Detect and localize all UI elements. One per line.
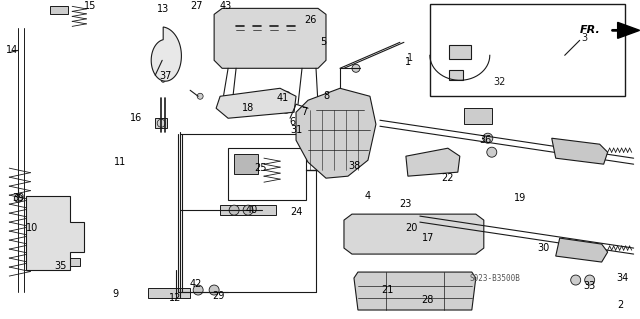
Text: 40: 40 <box>246 205 258 215</box>
Polygon shape <box>151 27 181 81</box>
Text: 30: 30 <box>538 243 550 253</box>
Text: 14: 14 <box>6 45 19 55</box>
Bar <box>449 70 463 80</box>
Text: 18: 18 <box>242 103 254 113</box>
Circle shape <box>352 64 360 72</box>
Text: 24: 24 <box>290 207 302 217</box>
Circle shape <box>255 46 260 51</box>
Circle shape <box>367 297 377 307</box>
Text: 7: 7 <box>301 107 307 117</box>
Text: 42: 42 <box>190 279 202 289</box>
Circle shape <box>571 275 580 285</box>
Text: 41: 41 <box>277 93 289 103</box>
Bar <box>52 258 80 266</box>
Text: 15: 15 <box>84 1 97 11</box>
Polygon shape <box>214 8 326 68</box>
Text: 34: 34 <box>616 273 628 283</box>
Text: 31: 31 <box>290 125 302 135</box>
Text: 29: 29 <box>212 291 224 301</box>
Bar <box>234 154 258 174</box>
Polygon shape <box>406 148 460 176</box>
Text: 13: 13 <box>157 4 170 14</box>
Circle shape <box>243 205 253 215</box>
Text: 1: 1 <box>407 53 413 63</box>
Polygon shape <box>216 88 296 118</box>
Text: 36: 36 <box>479 135 492 145</box>
Circle shape <box>276 46 280 51</box>
Polygon shape <box>552 138 607 164</box>
Text: 11: 11 <box>114 157 126 167</box>
Circle shape <box>585 275 595 285</box>
Circle shape <box>453 275 463 285</box>
Circle shape <box>422 294 434 306</box>
Text: 2: 2 <box>618 300 624 310</box>
Text: 38: 38 <box>348 161 360 171</box>
Circle shape <box>14 194 22 202</box>
Text: 25: 25 <box>254 163 266 173</box>
Text: 28: 28 <box>422 295 434 305</box>
Bar <box>51 6 68 14</box>
Text: 37: 37 <box>159 71 172 81</box>
Bar <box>449 45 471 59</box>
Bar <box>328 165 340 175</box>
Text: 43: 43 <box>220 1 232 11</box>
Text: 23: 23 <box>400 199 412 209</box>
Polygon shape <box>354 272 476 310</box>
Text: 10: 10 <box>26 223 38 233</box>
Text: 16: 16 <box>130 113 142 123</box>
Text: 21: 21 <box>381 285 394 295</box>
Bar <box>148 288 190 298</box>
Circle shape <box>229 205 239 215</box>
Text: 12: 12 <box>169 293 181 303</box>
Circle shape <box>236 46 241 51</box>
Bar <box>155 118 167 128</box>
Text: 8: 8 <box>323 91 329 101</box>
Text: 32: 32 <box>493 77 506 87</box>
Text: 1: 1 <box>405 57 411 67</box>
Circle shape <box>281 91 291 101</box>
Text: 26: 26 <box>304 15 316 25</box>
Bar <box>220 205 276 215</box>
Text: 27: 27 <box>190 1 202 11</box>
Polygon shape <box>618 22 639 38</box>
Text: 3: 3 <box>582 33 588 43</box>
Circle shape <box>483 133 493 143</box>
Text: 35: 35 <box>54 261 67 271</box>
Circle shape <box>367 275 377 285</box>
Circle shape <box>197 93 203 99</box>
Bar <box>228 19 316 56</box>
Circle shape <box>281 103 291 113</box>
Circle shape <box>161 78 165 82</box>
Text: 20: 20 <box>406 223 418 233</box>
Text: 5: 5 <box>320 37 326 47</box>
Text: 19: 19 <box>514 193 526 203</box>
Circle shape <box>193 285 203 295</box>
Text: 33: 33 <box>584 281 596 291</box>
Polygon shape <box>344 214 484 254</box>
Text: S023-B3500B: S023-B3500B <box>470 274 521 283</box>
Bar <box>464 108 492 124</box>
Bar <box>228 148 306 200</box>
Circle shape <box>487 147 497 157</box>
Polygon shape <box>556 238 607 262</box>
Text: 4: 4 <box>365 191 371 201</box>
Text: FR.: FR. <box>580 25 600 35</box>
Text: 6: 6 <box>289 117 295 127</box>
Text: 22: 22 <box>442 173 454 183</box>
Bar <box>430 4 625 96</box>
Text: 9: 9 <box>112 289 118 299</box>
Circle shape <box>209 285 219 295</box>
Text: 17: 17 <box>422 233 434 243</box>
Text: 39: 39 <box>12 193 24 203</box>
Polygon shape <box>296 88 376 178</box>
Polygon shape <box>26 196 84 270</box>
Circle shape <box>453 297 463 307</box>
